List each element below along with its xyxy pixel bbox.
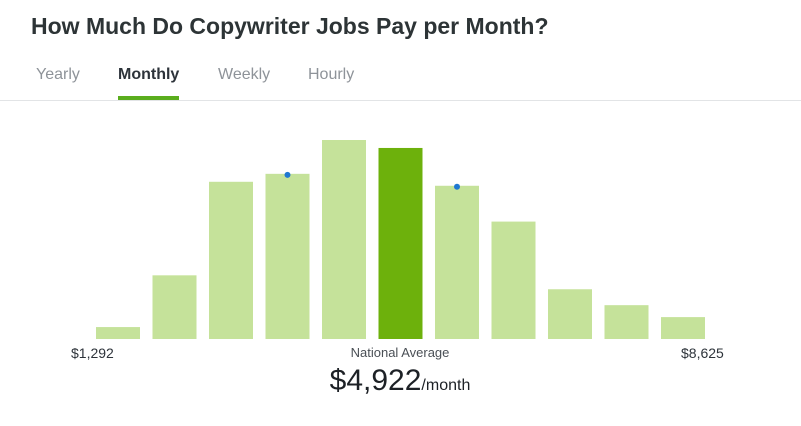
percentile-marker: [454, 183, 460, 190]
histogram-bar: [661, 317, 705, 339]
histogram-bar: [96, 327, 140, 339]
histogram-bar: [548, 289, 592, 339]
tab-hourly[interactable]: Hourly: [308, 66, 355, 83]
histogram-bar: [491, 221, 536, 339]
tab-monthly[interactable]: Monthly: [118, 66, 180, 100]
period-tabs: Yearly Monthly Weekly Hourly: [0, 62, 801, 101]
range-max-label: $8,625: [681, 345, 724, 361]
range-min-label: $1,292: [71, 345, 114, 361]
national-average-value: $4,922/month: [300, 364, 500, 398]
histogram-bar-national-average: [378, 147, 423, 339]
histogram-bar: [435, 185, 479, 339]
histogram-bar: [209, 181, 253, 339]
histogram-bar: [152, 275, 197, 339]
histogram-bar: [265, 173, 310, 339]
salary-histogram: [96, 140, 705, 339]
percentile-marker: [284, 171, 291, 178]
page-title: How Much Do Copywriter Jobs Pay per Mont…: [31, 13, 549, 39]
tab-yearly[interactable]: Yearly: [36, 66, 80, 83]
histogram-bar: [322, 140, 366, 339]
national-average-unit: /month: [421, 377, 471, 394]
histogram-bar: [604, 305, 649, 339]
national-average-amount: $4,922: [329, 364, 422, 397]
national-average-label: National Average: [350, 345, 450, 360]
tab-weekly[interactable]: Weekly: [218, 66, 271, 83]
